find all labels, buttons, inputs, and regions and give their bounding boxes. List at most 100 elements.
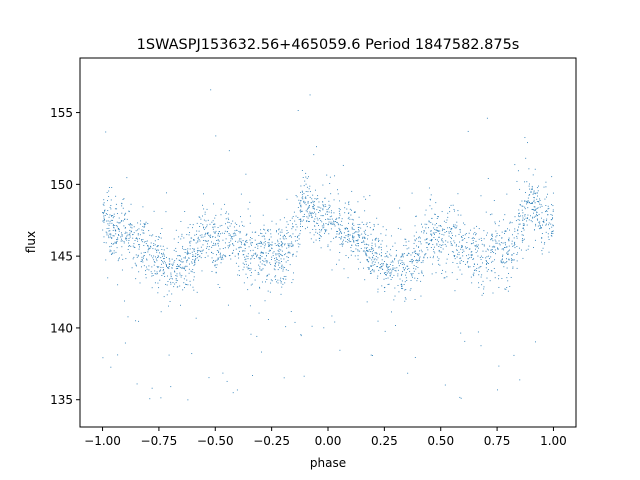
data-point	[314, 198, 316, 200]
data-point	[156, 273, 158, 275]
data-point	[380, 246, 382, 248]
data-point	[193, 289, 195, 291]
data-point	[358, 235, 360, 236]
data-point	[325, 205, 327, 207]
data-point	[238, 270, 240, 272]
data-point	[220, 259, 222, 261]
data-point	[475, 248, 476, 250]
data-point	[551, 176, 553, 178]
data-point	[408, 253, 410, 255]
x-tick-label: −0.25	[253, 434, 290, 448]
data-point	[275, 265, 276, 267]
data-point	[444, 277, 446, 279]
data-point	[255, 253, 257, 255]
data-point	[267, 230, 268, 231]
data-point	[286, 221, 288, 223]
data-point	[160, 233, 161, 234]
data-point	[459, 257, 461, 259]
data-point	[300, 200, 301, 202]
data-point	[389, 253, 391, 255]
data-point	[110, 253, 112, 255]
data-point	[146, 259, 148, 261]
data-point	[190, 237, 192, 239]
data-point	[124, 213, 126, 215]
data-point	[468, 254, 470, 256]
data-point	[369, 251, 371, 253]
data-point	[191, 251, 193, 253]
data-point	[448, 231, 450, 233]
data-point	[217, 243, 219, 245]
data-point	[256, 256, 257, 258]
data-point	[302, 196, 304, 198]
data-point	[501, 248, 503, 250]
data-point	[178, 236, 180, 238]
data-point	[270, 244, 272, 246]
data-point	[389, 272, 391, 274]
data-point	[201, 234, 203, 236]
data-point	[501, 278, 503, 279]
data-point	[285, 278, 287, 280]
data-point	[534, 239, 536, 241]
data-point	[121, 235, 123, 237]
data-point	[215, 272, 217, 274]
data-point	[283, 238, 285, 240]
data-point	[503, 249, 505, 251]
data-point	[327, 246, 329, 248]
data-point	[107, 200, 108, 202]
data-point	[492, 260, 494, 262]
data-point	[380, 267, 382, 269]
data-point	[430, 247, 432, 248]
data-point	[238, 240, 240, 242]
data-point	[373, 249, 374, 251]
data-point	[269, 244, 271, 245]
data-point	[369, 272, 371, 274]
data-point	[184, 268, 185, 270]
data-point	[505, 230, 507, 232]
data-point	[320, 220, 322, 222]
data-point	[128, 238, 130, 240]
data-point	[102, 203, 104, 205]
data-point	[311, 212, 313, 214]
data-point	[245, 240, 247, 242]
data-point	[278, 245, 279, 247]
data-point	[230, 236, 232, 238]
data-point	[182, 267, 184, 269]
data-point	[160, 266, 162, 268]
data-point	[432, 263, 433, 265]
data-point	[178, 259, 180, 261]
data-point	[322, 205, 324, 207]
data-point	[454, 226, 456, 228]
data-point	[203, 227, 205, 229]
data-point	[463, 222, 464, 224]
data-point	[392, 260, 394, 262]
data-point	[198, 230, 200, 232]
data-point	[351, 190, 353, 192]
data-point	[378, 240, 380, 241]
data-point	[450, 229, 452, 231]
data-point	[239, 238, 241, 240]
data-point	[364, 251, 366, 253]
data-point	[190, 270, 192, 272]
data-point	[460, 246, 462, 248]
data-point	[279, 219, 281, 221]
data-point	[106, 234, 108, 236]
data-point	[185, 265, 187, 267]
data-point	[432, 232, 434, 234]
data-point	[236, 224, 238, 225]
data-point	[278, 245, 280, 247]
data-point	[242, 224, 244, 226]
data-point	[145, 223, 147, 225]
data-point	[398, 291, 400, 293]
data-point	[326, 174, 328, 176]
data-point	[296, 240, 298, 242]
data-point	[406, 265, 408, 267]
data-point	[375, 237, 377, 239]
data-point	[412, 261, 413, 263]
data-point	[506, 246, 507, 248]
data-point	[156, 266, 158, 267]
data-point	[486, 234, 487, 236]
data-point	[216, 259, 218, 261]
data-point	[321, 225, 323, 227]
data-point	[413, 251, 415, 253]
data-point	[435, 232, 437, 233]
